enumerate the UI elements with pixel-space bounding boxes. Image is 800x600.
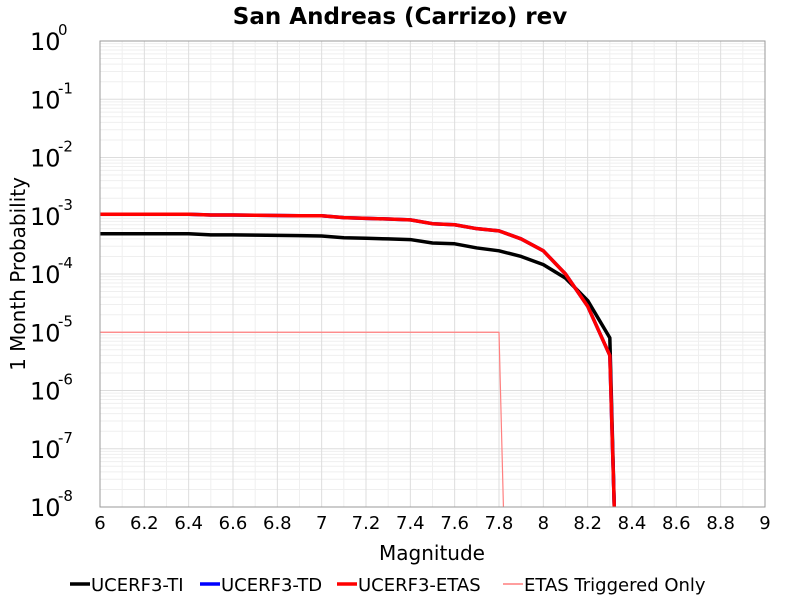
y-tick-label: 10-6 xyxy=(30,371,73,406)
legend: UCERF3-TI UCERF3-TD UCERF3-ETAS ETAS Trigge… xyxy=(70,575,706,596)
x-tick-label: 6.6 xyxy=(219,513,248,534)
y-tick-exponent: -6 xyxy=(58,371,73,389)
legend-label: UCERF3-TI xyxy=(91,575,184,596)
x-axis: 6 6.2 6.4 6.6 6.8 7 7.2 7.4 7.6 7.8 8 8.2 8.4 8.6 8.8 9 xyxy=(94,513,770,534)
legend-item-ucerf3-td: UCERF3-TD xyxy=(200,575,322,596)
y-tick-base: 10 xyxy=(30,28,61,56)
y-tick-exponent: -2 xyxy=(58,138,73,156)
y-tick-label: 10-4 xyxy=(30,254,73,289)
legend-item-ucerf3-etas: UCERF3-ETAS xyxy=(337,575,481,596)
y-tick-exponent: -4 xyxy=(58,254,73,272)
y-tick-exponent: -3 xyxy=(58,196,73,214)
x-tick-label: 7.8 xyxy=(485,513,514,534)
x-tick-label: 7.2 xyxy=(352,513,381,534)
x-tick-label: 8.4 xyxy=(618,513,647,534)
x-tick-label: 7 xyxy=(316,513,327,534)
y-tick-exponent: -1 xyxy=(58,79,73,97)
y-tick-label: 10-8 xyxy=(30,487,73,522)
y-tick-exponent: 0 xyxy=(58,21,68,39)
x-tick-label: 8.8 xyxy=(706,513,735,534)
y-tick-exponent: -5 xyxy=(58,312,73,330)
x-tick-label: 6 xyxy=(94,513,105,534)
y-tick-base: 10 xyxy=(30,378,61,406)
y-tick-exponent: -7 xyxy=(58,429,73,447)
legend-item-etas-triggered-only: ETAS Triggered Only xyxy=(503,575,706,596)
y-tick-label: 10-5 xyxy=(30,312,73,347)
x-tick-label: 7.6 xyxy=(440,513,469,534)
y-tick-label: 10-1 xyxy=(30,79,73,114)
series-line-ucerf3-etas xyxy=(100,212,617,508)
y-tick-base: 10 xyxy=(30,494,61,522)
y-tick-label: 100 xyxy=(30,21,68,56)
series-layer xyxy=(100,212,617,508)
series-line-ucerf3-ti xyxy=(100,232,617,508)
y-tick-exponent: -8 xyxy=(58,487,73,505)
x-tick-label: 6.2 xyxy=(130,513,159,534)
x-tick-label: 8 xyxy=(538,513,549,534)
x-axis-title: Magnitude xyxy=(379,541,485,565)
y-tick-label: 10-7 xyxy=(30,429,73,464)
x-tick-label: 8.2 xyxy=(573,513,602,534)
plot-border xyxy=(99,40,766,508)
legend-label: UCERF3-TD xyxy=(221,575,322,596)
legend-label: ETAS Triggered Only xyxy=(524,575,706,596)
legend-label: UCERF3-ETAS xyxy=(358,575,481,596)
series-line-etas-triggered-only xyxy=(100,331,505,508)
x-tick-label: 7.4 xyxy=(396,513,425,534)
y-tick-label: 10-3 xyxy=(30,196,73,231)
x-tick-label: 6.4 xyxy=(174,513,203,534)
x-tick-label: 6.8 xyxy=(263,513,292,534)
plot-area xyxy=(99,40,766,508)
x-tick-label: 9 xyxy=(759,513,770,534)
x-tick-label: 8.6 xyxy=(662,513,691,534)
chart-title: San Andreas (Carrizo) rev xyxy=(233,4,567,30)
y-tick-base: 10 xyxy=(30,203,61,231)
y-tick-base: 10 xyxy=(30,86,61,114)
y-tick-base: 10 xyxy=(30,319,61,347)
y-tick-base: 10 xyxy=(30,145,61,173)
legend-item-ucerf3-ti: UCERF3-TI xyxy=(70,575,184,596)
y-tick-label: 10-2 xyxy=(30,138,73,173)
y-axis-title: 1 Month Probability xyxy=(6,177,30,371)
y-tick-base: 10 xyxy=(30,261,61,289)
y-tick-base: 10 xyxy=(30,436,61,464)
